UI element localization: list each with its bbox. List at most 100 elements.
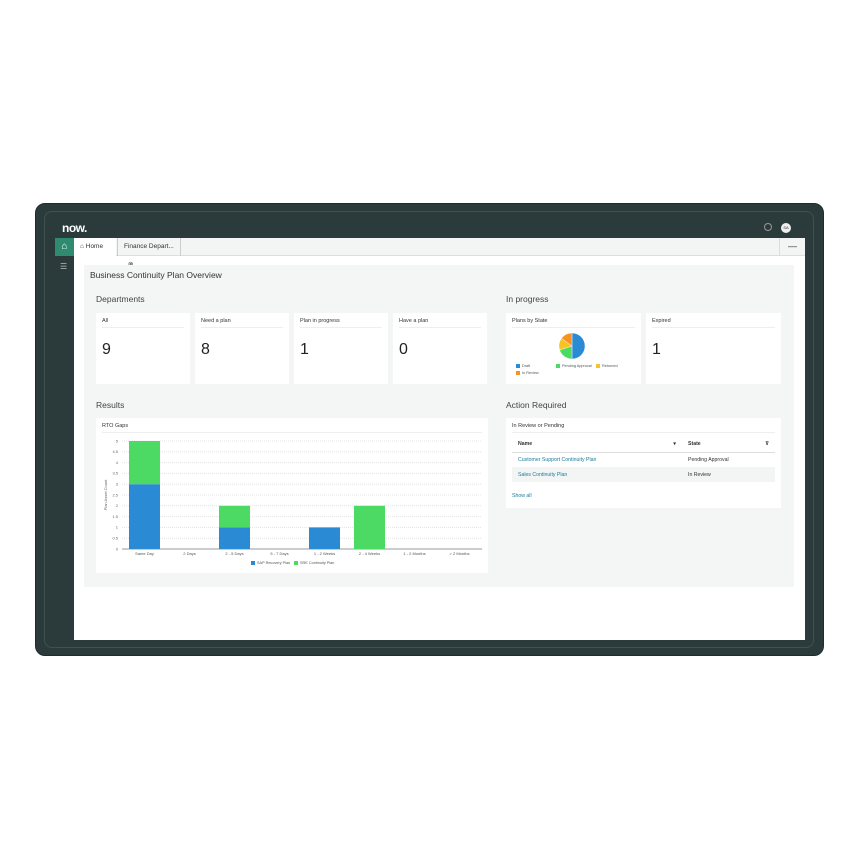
- show-all-link[interactable]: Show all: [512, 493, 532, 499]
- table-row[interactable]: Customer Support Continuity Plan Pending …: [512, 452, 775, 467]
- table-row[interactable]: Sales Continuity Plan In Review: [512, 467, 775, 482]
- workspace: ⌂ Home Finance Depart... ⊗ — Business Co…: [74, 238, 805, 640]
- x-tick-label: 1 - 2 Weeks: [314, 551, 335, 556]
- card-label: Plan in progress: [300, 318, 382, 328]
- y-tick-label: 4.5: [112, 449, 118, 454]
- card-label: Have a plan: [399, 318, 481, 328]
- x-tick-label: 2 - 4 Weeks: [359, 551, 380, 556]
- page-title: Business Continuity Plan Overview: [90, 270, 222, 280]
- y-tick-label: 1: [116, 525, 119, 530]
- legend-label: Returned: [602, 364, 618, 368]
- bar-chart: 0 0.5 1 1.5 2 2.5 3 3.5 4 4.5 5 Plan Asset Count Sam…: [103, 438, 482, 556]
- device-bezel: [44, 211, 814, 648]
- legend-swatch: [251, 561, 255, 565]
- y-tick-label: 2: [116, 503, 119, 508]
- y-tick-label: 4: [116, 460, 119, 465]
- legend-swatch: [556, 364, 560, 368]
- plan-link[interactable]: Sales Continuity Plan: [518, 471, 568, 478]
- departments-heading: Departments: [96, 294, 145, 304]
- pie-chart: [558, 332, 586, 360]
- legend-label: Draft: [522, 364, 531, 368]
- avatar[interactable]: SA: [781, 223, 791, 233]
- now-logo: now.: [62, 221, 87, 235]
- card-plan-in-progress[interactable]: Plan in progress 1: [294, 313, 388, 384]
- sort-icon[interactable]: ▾: [673, 441, 676, 448]
- legend-sap: SAP Recovery Plan: [251, 561, 290, 565]
- card-need-plan[interactable]: Need a plan 8: [195, 313, 289, 384]
- legend-sre: SRE Continuity Plan: [294, 561, 334, 565]
- legend-label: In Review: [522, 371, 539, 375]
- x-tick-label: > 2 Months: [450, 551, 470, 556]
- pie-slice[interactable]: [561, 332, 573, 347]
- bar-segment[interactable]: [219, 527, 250, 549]
- y-tick-label: 0.5: [112, 536, 118, 541]
- x-tick-label: Same Day: [135, 551, 154, 556]
- tab-label: Home: [85, 243, 104, 250]
- bar-segment[interactable]: [309, 527, 340, 549]
- rto-gaps-card: RTO Gaps 0 0.5 1 1.5 2 2.5 3 3.5 4 4.5 5 Plan Asset…: [96, 418, 488, 573]
- plan-link[interactable]: Customer Support Continuity Plan: [518, 456, 597, 463]
- filter-icon[interactable]: ⊽: [765, 441, 769, 448]
- legend-label: SAP Recovery Plan: [257, 561, 291, 565]
- close-tab-icon[interactable]: ⊗: [128, 261, 133, 268]
- bar-segment[interactable]: [354, 505, 385, 549]
- card-label: Expired: [652, 318, 775, 328]
- x-tick-label: 2 - 5 Days: [225, 551, 243, 556]
- tab-finance[interactable]: Finance Depart... ⊗: [117, 238, 181, 268]
- card-value: 1: [652, 341, 661, 358]
- y-tick-label: 5: [116, 438, 119, 443]
- overview-panel: Business Continuity Plan Overview Depart…: [84, 265, 794, 587]
- card-value: 1: [300, 341, 309, 358]
- state-cell: In Review: [688, 471, 711, 478]
- home-icon: ⌂: [80, 243, 84, 250]
- legend-swatch: [294, 561, 298, 565]
- plans-by-state-card: Plans by State Draft Pending Approval Re…: [506, 313, 641, 384]
- legend-swatch: [516, 364, 520, 368]
- x-tick-label: 1 - 2 Months: [403, 551, 425, 556]
- card-label: In Review or Pending: [512, 423, 775, 433]
- legend-label: SRE Continuity Plan: [300, 561, 335, 565]
- results-heading: Results: [96, 400, 125, 410]
- card-label: All: [102, 318, 184, 328]
- chart-title: RTO Gaps: [102, 423, 482, 433]
- card-all[interactable]: All 9: [96, 313, 190, 384]
- bar-segment[interactable]: [219, 505, 250, 528]
- legend-swatch: [516, 371, 520, 375]
- action-required-heading: Action Required: [506, 400, 567, 410]
- in-progress-heading: In progress: [506, 294, 549, 304]
- legend-swatch: [596, 364, 600, 368]
- y-axis-label: Plan Asset Count: [103, 479, 108, 511]
- column-state[interactable]: State ⊽: [682, 437, 775, 453]
- minimize-button[interactable]: —: [779, 238, 805, 256]
- legend-returned: Returned: [596, 364, 618, 368]
- y-tick-label: 3.5: [112, 471, 118, 476]
- legend-pending: Pending Approval: [556, 364, 592, 368]
- pie-slice[interactable]: [571, 332, 586, 360]
- side-nav: [55, 238, 74, 640]
- tab-bar: ⌂ Home Finance Depart... ⊗ —: [74, 238, 805, 268]
- legend-in-review: In Review: [516, 371, 539, 375]
- y-tick-label: 0: [116, 546, 119, 551]
- card-expired[interactable]: Expired 1: [646, 313, 781, 384]
- x-tick-label: 5 - 7 Days: [270, 551, 288, 556]
- legend-draft: Draft: [516, 364, 530, 368]
- action-table: Name ▾ State ⊽ Customer Support Continuity …: [512, 437, 775, 482]
- y-tick-label: 1.5: [112, 514, 118, 519]
- card-value: 8: [201, 341, 210, 358]
- card-label: Plans by State: [512, 318, 635, 328]
- x-tick-label: 2 Days: [183, 551, 195, 556]
- card-have-plan[interactable]: Have a plan 0: [393, 313, 487, 384]
- column-name[interactable]: Name ▾: [512, 437, 682, 453]
- home-nav-icon[interactable]: ⌂: [55, 238, 74, 256]
- top-bar: [55, 218, 805, 238]
- tab-home[interactable]: ⌂ Home: [74, 238, 116, 256]
- tab-label: Finance Depart...: [124, 243, 174, 250]
- bar-segment[interactable]: [129, 441, 160, 485]
- bar-segment[interactable]: [129, 484, 160, 549]
- column-label: State: [688, 441, 701, 448]
- y-tick-label: 3: [116, 482, 119, 487]
- state-cell: Pending Approval: [688, 456, 729, 463]
- search-icon[interactable]: [764, 223, 772, 231]
- list-nav-icon[interactable]: ☰: [60, 262, 68, 271]
- legend-label: Pending Approval: [562, 364, 592, 368]
